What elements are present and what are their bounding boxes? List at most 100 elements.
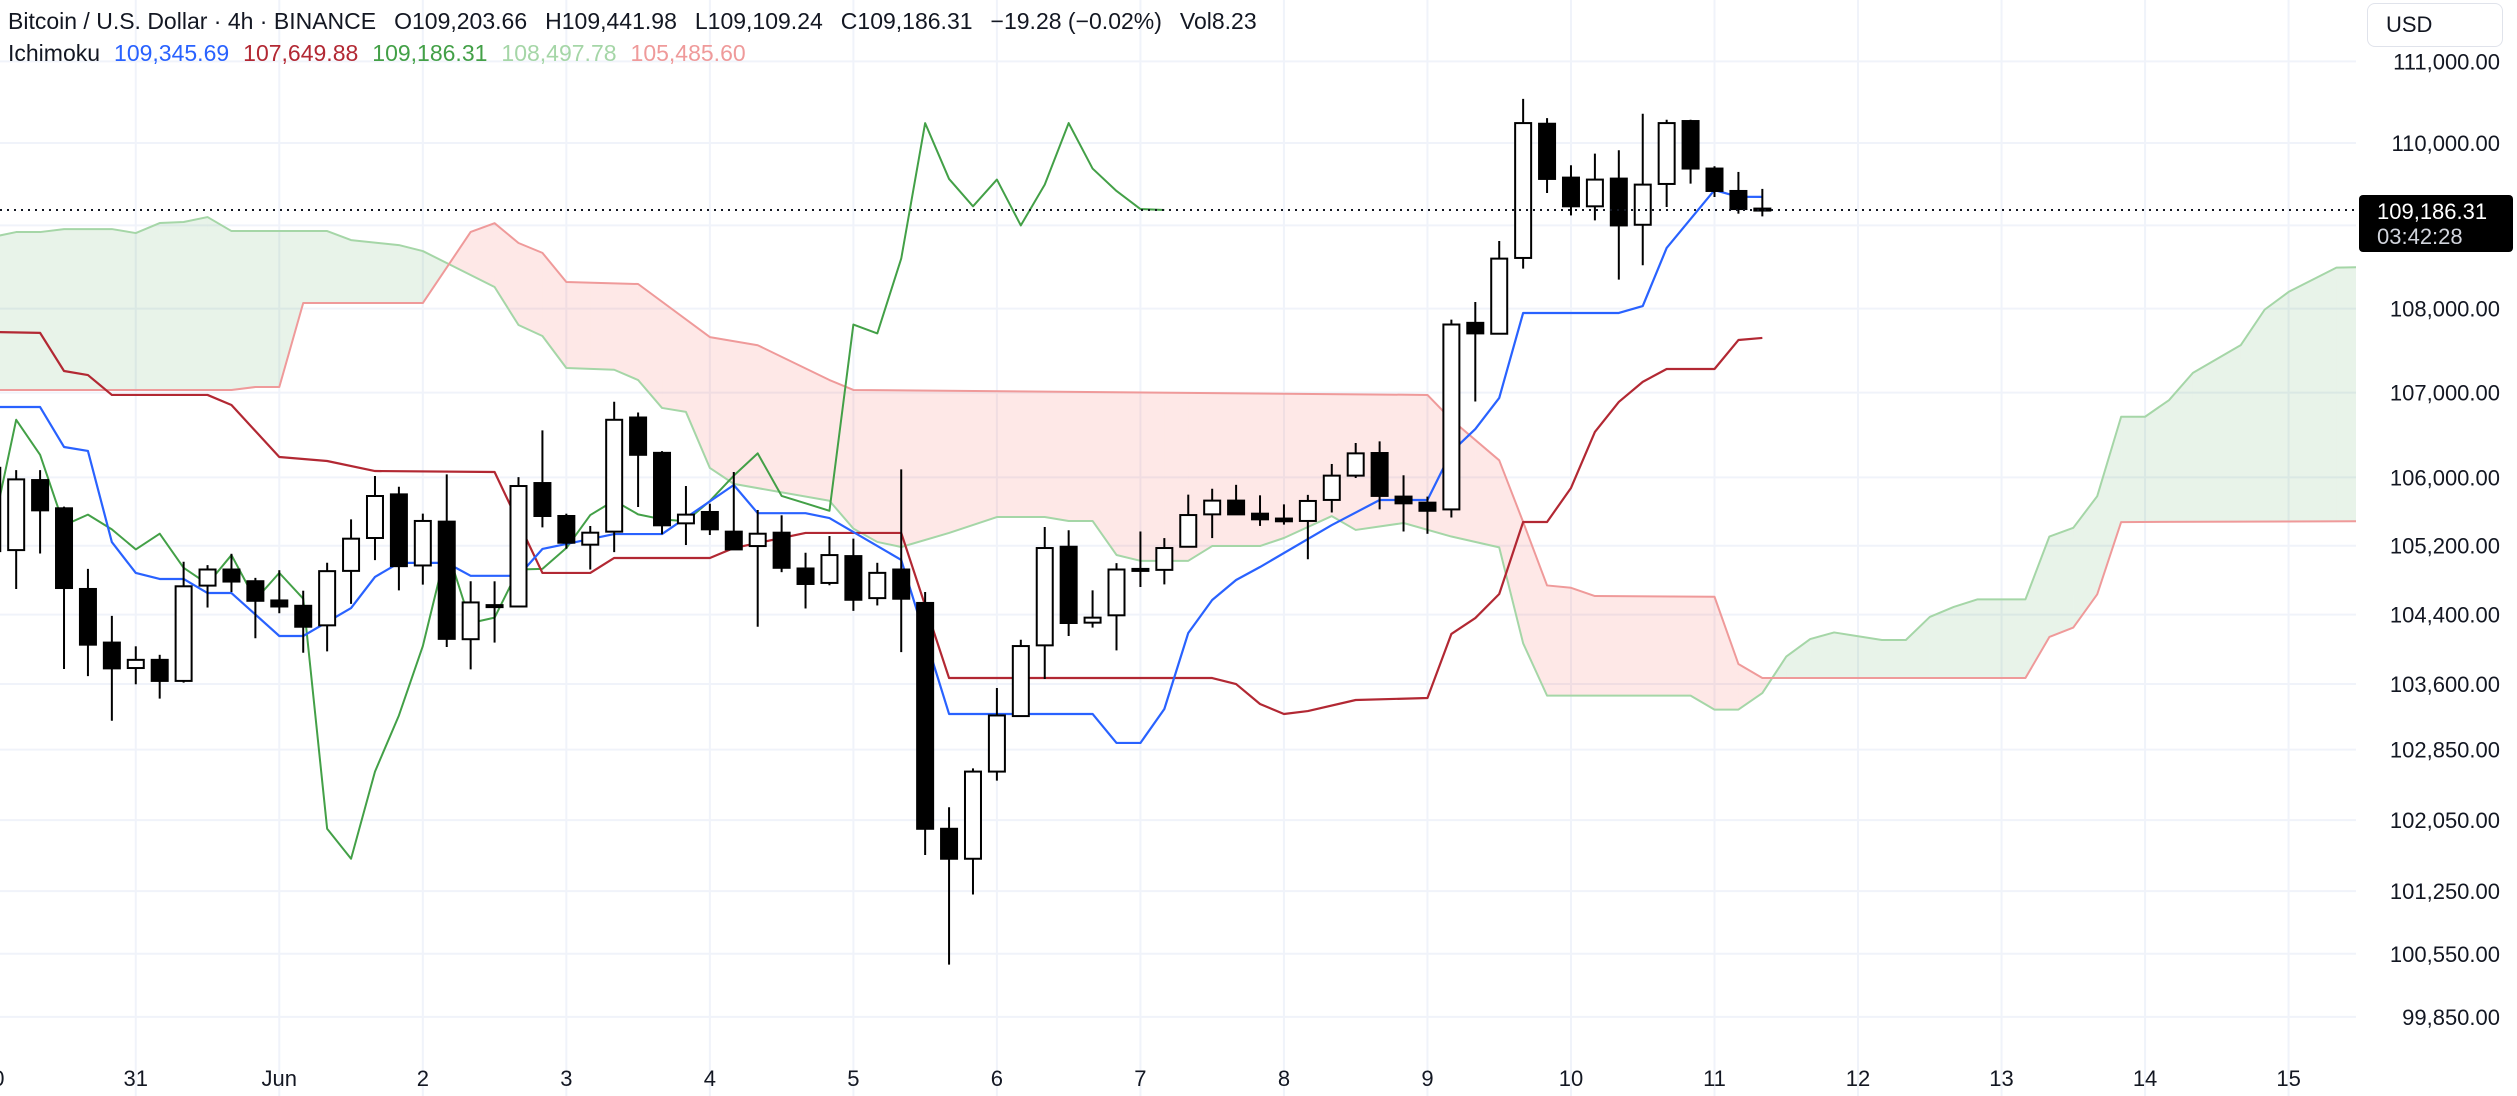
candle-body — [605, 418, 624, 533]
close-label: C — [840, 8, 858, 34]
indicator-legend[interactable]: Ichimoku 109,345.69 107,649.88 109,186.3… — [8, 40, 746, 67]
chikou-value: 109,186.31 — [372, 40, 488, 66]
cloud-segment-bullish — [2073, 496, 2098, 628]
candle-down — [533, 430, 552, 528]
cloud-segment-bearish — [1547, 585, 1571, 696]
cloud-segment-bearish — [448, 231, 471, 276]
candle-body — [1298, 499, 1317, 522]
candle-body — [365, 495, 384, 539]
cloud-segment-bearish — [829, 380, 854, 529]
candle-body — [1681, 120, 1700, 170]
cloud-segment-bearish — [805, 368, 830, 501]
time-tick-label: 9 — [1421, 1066, 1433, 1091]
candle-up — [342, 519, 361, 604]
candle-up — [748, 510, 767, 627]
candle-up — [1035, 526, 1054, 679]
cloud-segment-bearish — [1475, 439, 1500, 548]
candle-body — [1011, 645, 1030, 718]
price-tick-label: 105,200.00 — [2390, 534, 2500, 559]
candle-down — [1753, 188, 1772, 217]
symbol-title[interactable]: Bitcoin / U.S. Dollar · 4h · BINANCE — [8, 8, 377, 34]
senkou-span-a-line — [0, 216, 2356, 711]
candle-body — [437, 520, 456, 640]
candle-down — [437, 474, 456, 648]
candle-body — [1633, 183, 1652, 226]
time-tick-label: 12 — [1846, 1066, 1870, 1091]
tenkan-value: 109,345.69 — [114, 40, 230, 66]
candle-body — [940, 827, 959, 860]
candle-down — [796, 552, 815, 609]
candle-body — [1370, 452, 1389, 497]
candle-up — [7, 470, 26, 589]
cloud-segment-bullish — [1905, 616, 1930, 679]
cloud-segment-bearish — [1020, 391, 1045, 518]
kijun-sen-line — [0, 331, 1763, 716]
time-axis[interactable]: 30 31 Jun 2 3 4 5 6 7 8 9 10 11 12 13 14 15 — [0, 1066, 2301, 1091]
candle-down — [772, 515, 791, 573]
candle-body — [174, 585, 193, 682]
cloud-segment-bearish — [1523, 521, 1548, 696]
cloud-segment-bearish — [494, 223, 519, 326]
candle-down — [31, 470, 50, 554]
cloud-segment-bearish — [590, 282, 615, 370]
cloud-segment-bullish — [111, 229, 136, 390]
time-tick-label: 5 — [847, 1066, 859, 1091]
candle-body — [844, 555, 863, 601]
candle-body — [126, 658, 145, 670]
candle-down — [1394, 475, 1413, 532]
candle-down — [270, 570, 289, 614]
candle-body — [1561, 176, 1580, 208]
candle-up — [1322, 463, 1341, 513]
time-tick-label: Jun — [262, 1066, 297, 1091]
price-tick-label: 106,000.00 — [2390, 465, 2500, 490]
time-tick-label: 7 — [1134, 1066, 1146, 1091]
currency-button[interactable]: USD — [2367, 3, 2503, 47]
candle-up — [509, 477, 528, 608]
price-tick-label: 103,600.00 — [2390, 672, 2500, 697]
candles — [0, 98, 1772, 965]
candle-body — [1418, 501, 1437, 512]
time-tick-label: 15 — [2276, 1066, 2300, 1091]
candle-body — [1394, 495, 1413, 505]
candle-body — [1729, 189, 1748, 211]
cloud-segment-bullish — [255, 231, 280, 388]
price-tick-label: 108,000.00 — [2390, 297, 2500, 322]
candle-down — [1418, 496, 1437, 534]
cloud-segment-bullish — [2240, 309, 2265, 522]
time-tick-label: 10 — [1559, 1066, 1583, 1091]
time-tick-label: 30 — [0, 1066, 5, 1091]
candle-body — [581, 531, 600, 546]
candle-body — [1490, 257, 1509, 335]
candle-up — [318, 562, 337, 652]
candle-body — [270, 599, 289, 608]
cloud-segment-bullish — [2097, 416, 2122, 595]
time-tick-label: 14 — [2133, 1066, 2157, 1091]
candle-up — [126, 646, 145, 685]
candle-up — [868, 562, 887, 606]
price-axis[interactable]: 111,000.00 110,000.00 108,000.00 107,000.00… — [2390, 49, 2500, 1030]
time-tick-label: 31 — [124, 1066, 148, 1091]
candle-body — [868, 571, 887, 600]
candle-down — [55, 506, 74, 669]
candle-down — [102, 615, 121, 721]
candle-down — [1538, 118, 1557, 193]
price-tick-label: 102,850.00 — [2390, 738, 2500, 763]
candle-down — [294, 590, 313, 653]
open-label: O — [394, 8, 412, 34]
plot-area[interactable] — [0, 98, 2360, 965]
candle-body — [1059, 545, 1078, 625]
candle-body — [1442, 323, 1461, 511]
last-price-value: 109,186.31 — [2377, 199, 2488, 224]
candle-down — [844, 538, 863, 611]
time-tick-label: 3 — [560, 1066, 572, 1091]
price-tick-label: 99,850.00 — [2402, 1005, 2500, 1030]
kijun-value: 107,649.88 — [243, 40, 359, 66]
cloud-segment-bullish — [279, 231, 304, 388]
candle-body — [557, 514, 576, 544]
cloud-segment-bearish — [518, 243, 543, 336]
time-tick-label: 4 — [704, 1066, 716, 1091]
indicator-name[interactable]: Ichimoku — [8, 40, 101, 66]
time-tick-label: 6 — [991, 1066, 1003, 1091]
candle-down — [700, 503, 719, 535]
